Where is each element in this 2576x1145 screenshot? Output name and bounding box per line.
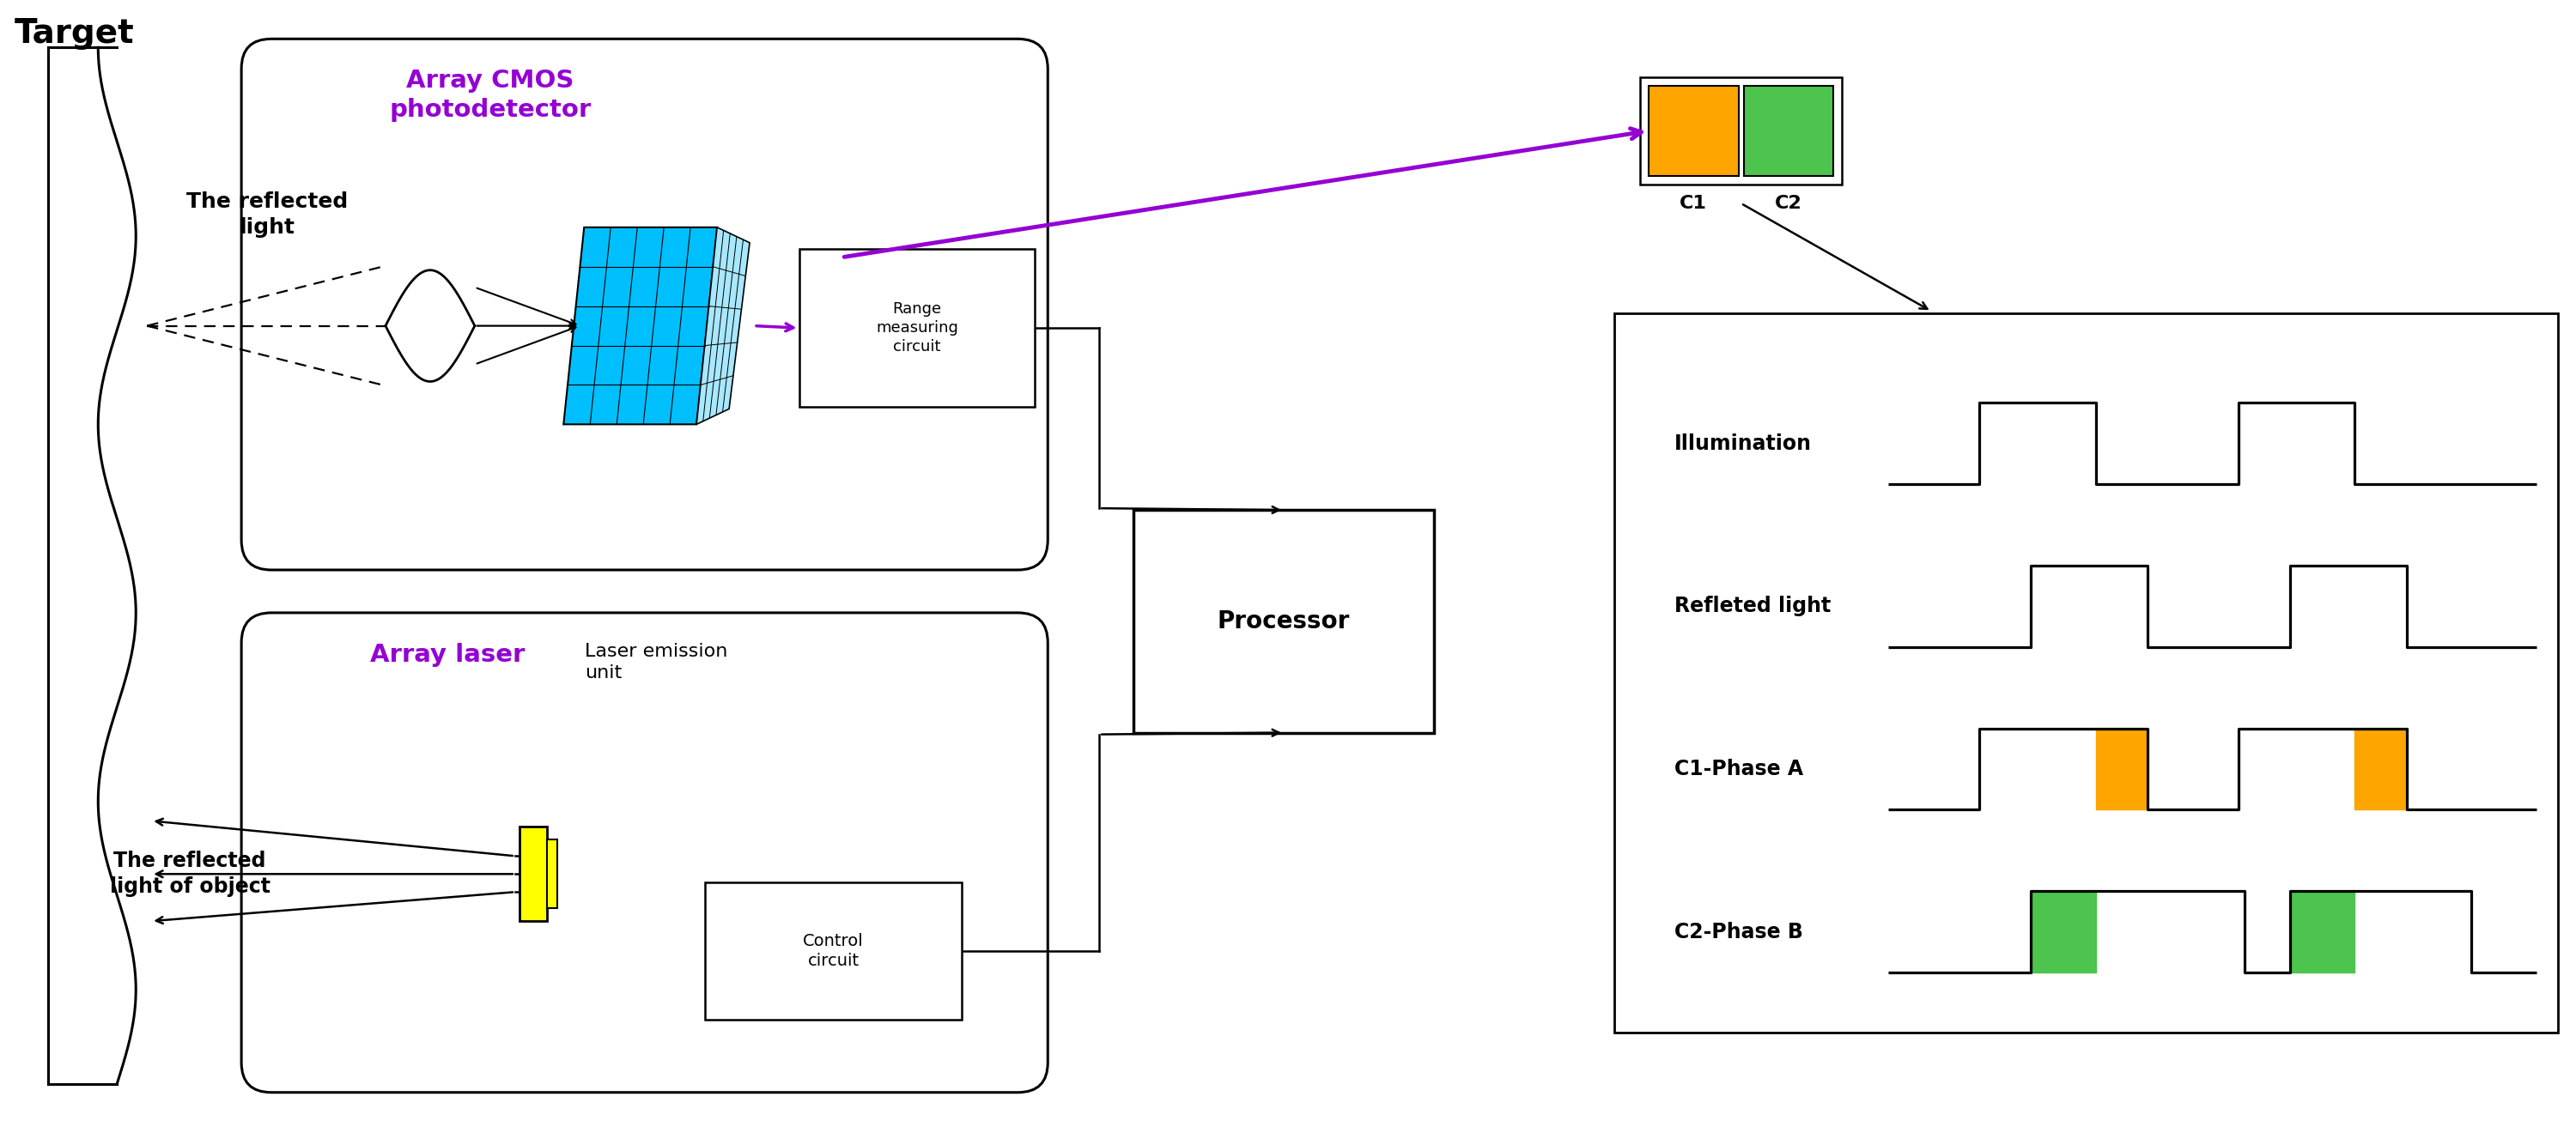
Text: The reflected
light: The reflected light [185,191,348,237]
Text: The reflected
light of object: The reflected light of object [111,851,270,897]
Text: Illumination: Illumination [1674,433,1811,453]
Text: Processor: Processor [1218,609,1350,633]
Text: C1: C1 [1680,195,1708,212]
Text: Control
circuit: Control circuit [804,933,863,970]
Bar [1744,86,1834,176]
Text: Refleted light: Refleted light [1674,597,1832,617]
Bar [1133,510,1435,733]
Bar [1649,86,1739,176]
Bar [799,248,1036,408]
Polygon shape [2097,728,2148,810]
Polygon shape [696,228,750,425]
Polygon shape [2030,891,2097,972]
Bar [1641,78,1842,184]
Bar [706,883,961,1019]
Bar [520,827,546,921]
Text: Target: Target [13,17,134,50]
Text: C2-Phase B: C2-Phase B [1674,922,1803,942]
Text: Range
measuring
circuit: Range measuring circuit [876,301,958,355]
Polygon shape [2290,891,2354,972]
FancyBboxPatch shape [242,39,1048,570]
Text: C2: C2 [1775,195,1803,212]
Text: Array laser: Array laser [371,642,526,666]
Polygon shape [564,228,716,425]
FancyBboxPatch shape [242,613,1048,1092]
Polygon shape [2354,728,2406,810]
Text: Array CMOS
photodetector: Array CMOS photodetector [389,69,590,121]
Bar [1615,313,2558,1033]
Text: Laser emission
unit: Laser emission unit [585,642,726,681]
Text: C1-Phase A: C1-Phase A [1674,759,1803,780]
Bar [546,839,556,908]
